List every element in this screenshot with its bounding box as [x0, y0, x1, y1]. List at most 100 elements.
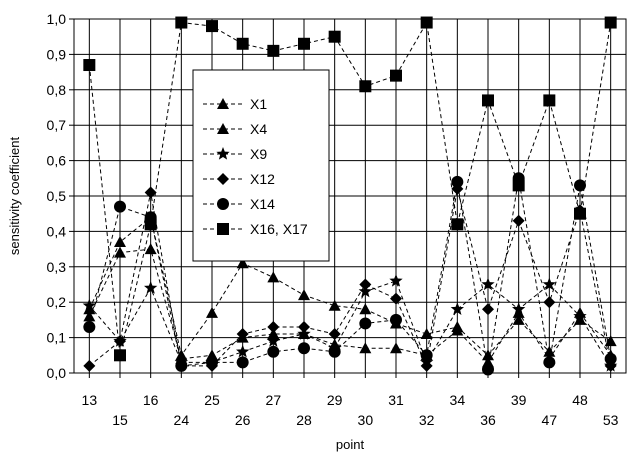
- data-point: [604, 16, 617, 29]
- x-axis-ticks: 13 15 16 24 25 26 27 28 29 30 31 32 34 36 39 47 48 53: [82, 373, 619, 428]
- y-tick-label: 1,0: [47, 11, 67, 27]
- legend-label: X9: [250, 146, 267, 162]
- series-line: [88, 178, 612, 370]
- y-tick-label: 0,4: [47, 223, 67, 239]
- series-x16-x17: [83, 16, 617, 362]
- data-point: [389, 273, 403, 287]
- data-point: [604, 352, 617, 365]
- y-tick-label: 0,5: [47, 188, 67, 204]
- y-tick-label: 0,6: [47, 153, 67, 169]
- data-point: [114, 246, 126, 258]
- data-point: [114, 200, 126, 213]
- y-tick-label: 0,2: [47, 294, 67, 310]
- y-tick-label: 0,9: [47, 46, 67, 62]
- data-point: [390, 342, 402, 354]
- data-point: [543, 356, 556, 369]
- legend-item: X4: [203, 121, 267, 137]
- x-tick-label: 16: [143, 392, 159, 408]
- legend-label: X16, X17: [250, 221, 308, 237]
- data-point: [512, 302, 526, 315]
- legend-marker: [217, 173, 229, 185]
- data-point: [573, 309, 587, 323]
- data-point: [390, 313, 402, 326]
- x-tick-label: 13: [82, 392, 98, 408]
- data-point: [574, 207, 586, 220]
- legend-item: X1: [203, 96, 267, 112]
- data-point: [450, 302, 464, 315]
- x-tick-label: 48: [572, 392, 588, 408]
- data-point: [451, 324, 464, 336]
- x-tick-label: 47: [542, 412, 558, 428]
- legend-marker: [217, 123, 229, 134]
- data-point: [482, 94, 494, 107]
- data-point: [359, 303, 372, 315]
- data-point: [359, 342, 372, 354]
- data-point: [390, 69, 402, 82]
- x-tick-label: 39: [511, 392, 527, 408]
- y-tick-label: 0,8: [47, 82, 67, 98]
- series-line: [88, 280, 612, 367]
- data-point: [512, 214, 525, 227]
- legend-box: [192, 69, 330, 262]
- data-point: [543, 94, 556, 107]
- data-point: [328, 328, 341, 341]
- y-tick-label: 0,7: [47, 117, 67, 133]
- y-tick-label: 0,3: [47, 259, 67, 275]
- series-line: [88, 248, 612, 364]
- data-point: [328, 345, 341, 358]
- data-point: [420, 359, 433, 372]
- data-point: [206, 356, 218, 369]
- x-tick-label: 24: [174, 412, 190, 428]
- x-tick-label: 27: [266, 392, 282, 408]
- data-point: [481, 277, 495, 291]
- data-point: [236, 328, 249, 341]
- series-line: [88, 21, 612, 356]
- data-point: [236, 257, 249, 269]
- legend-marker: [216, 147, 230, 160]
- x-tick-label: 25: [204, 392, 220, 408]
- data-point: [267, 44, 280, 57]
- data-point: [512, 306, 525, 318]
- data-point: [267, 271, 280, 283]
- data-point: [542, 277, 556, 291]
- y-axis-label: sensitivity coefficient: [7, 136, 22, 255]
- data-point: [451, 175, 464, 188]
- data-point: [236, 356, 249, 369]
- x-tick-label: 34: [450, 392, 466, 408]
- x-tick-label: 15: [112, 412, 128, 428]
- data-point: [236, 37, 249, 50]
- data-point: [512, 179, 525, 192]
- data-point: [83, 303, 96, 315]
- x-tick-label: 28: [296, 412, 312, 428]
- x-tick-label: 30: [358, 412, 374, 428]
- data-point: [83, 359, 96, 372]
- series-group: [82, 16, 618, 376]
- data-point: [144, 218, 157, 231]
- data-point: [298, 289, 310, 301]
- data-point: [298, 320, 310, 333]
- data-point: [267, 320, 280, 333]
- data-point: [359, 80, 372, 93]
- plot-frame: [73, 18, 627, 374]
- data-point: [451, 218, 464, 231]
- legend-item: X14: [203, 196, 275, 212]
- data-point: [236, 344, 250, 358]
- data-point: [267, 328, 280, 340]
- data-point: [543, 296, 556, 309]
- data-point: [482, 349, 494, 361]
- series-line: [89, 188, 612, 368]
- legend-label: X4: [250, 121, 267, 137]
- legend-item: X12: [203, 171, 275, 187]
- legend-marker: [217, 223, 229, 235]
- y-axis-ticks: 0,0 0,1 0,2 0,3 0,4 0,5 0,6 0,7 0,8 0,9 1,0: [47, 11, 74, 381]
- x-tick-label: 32: [419, 412, 435, 428]
- data-point: [512, 313, 525, 325]
- data-point: [390, 292, 402, 305]
- data-point: [358, 284, 372, 298]
- data-point: [574, 179, 586, 192]
- series-line: [88, 216, 611, 357]
- legend-marker: [217, 198, 229, 210]
- x-tick-label: 26: [235, 412, 251, 428]
- legend-item: X9: [203, 146, 267, 162]
